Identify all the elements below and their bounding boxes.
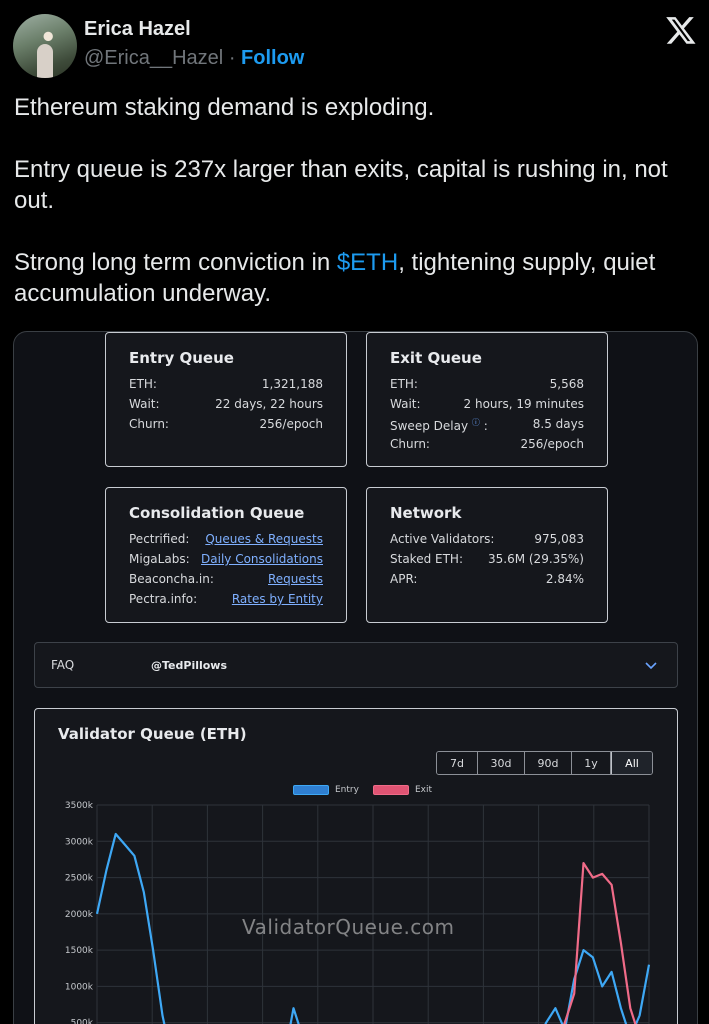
tweet-paragraph: Ethereum staking demand is exploding. [14,94,435,121]
y-tick-label: 500k [71,1019,94,1024]
consolidation-queue-card: Consolidation Queue Pectrified: Queues & … [105,487,347,623]
card-title: Exit Queue [390,349,482,367]
range-1y-button[interactable]: 1y [572,752,611,774]
series-line-entry [95,832,651,1024]
author-handle[interactable]: @Erica__Hazel [84,47,224,69]
credit-watermark: @TedPillows [151,659,228,672]
card-title: Consolidation Queue [129,504,305,522]
legend-swatch-exit[interactable] [372,785,409,795]
chart-plot-area: 3500k 3000k 2500k 2000k 1500k 1000k 500k [65,801,651,1024]
range-30d-button[interactable]: 30d [478,752,525,774]
queues-requests-link[interactable]: Queues & Requests [205,532,323,546]
validator-queue-chart: Validator Queue (ETH) 7d 30d 90d 1y All … [34,708,678,1024]
follow-button[interactable]: Follow [241,47,305,69]
rates-by-entity-link[interactable]: Rates by Entity [231,592,323,606]
chevron-down-icon[interactable] [643,657,659,673]
eth-cashtag-link[interactable]: $ETH [336,249,399,276]
y-tick-label: 2000k [65,910,94,920]
separator: · [228,47,236,69]
avatar[interactable] [13,14,77,78]
legend-swatch-entry[interactable] [293,785,329,795]
daily-consolidations-link[interactable]: Daily Consolidations [201,552,323,566]
range-7d-button[interactable]: 7d [437,752,478,774]
y-tick-label: 1000k [65,982,94,992]
tweet-paragraph: Entry queue is 237x larger than exits, c… [14,156,668,214]
chart-legend: Entry Exit [293,785,432,795]
legend-label-entry: Entry [335,785,359,795]
x-logo-icon[interactable] [664,14,698,46]
chart-watermark: ValidatorQueue.com [242,915,455,939]
y-tick-label: 2500k [65,874,94,884]
info-icon[interactable]: ⓘ [471,418,480,427]
range-90d-button[interactable]: 90d [525,752,572,774]
chart-title: Validator Queue (ETH) [58,725,247,743]
y-tick-label: 1500k [65,946,94,956]
exit-queue-card: Exit Queue ETH: 5,568 Wait: 2 hours, 19 mi… [366,332,608,467]
network-card: Network Active Validators: 975,083 Staked… [366,487,608,623]
legend-label-exit: Exit [414,785,432,795]
faq-label: FAQ [51,658,75,672]
range-all-button[interactable]: All [611,752,652,774]
tweet-media-image[interactable]: Entry Queue ETH: 1,321,188 Wait: 22 days, … [13,331,698,1024]
tweet-paragraph: Strong long term conviction in $ETH, tig… [14,249,656,307]
tweet-text: Ethereum staking demand is exploding. En… [14,92,696,309]
y-tick-label: 3500k [65,801,94,811]
range-selector: 7d 30d 90d 1y All [436,751,653,775]
card-title: Network [390,504,462,522]
author-name[interactable]: Erica Hazel [84,18,191,40]
card-title: Entry Queue [129,349,234,367]
faq-accordion[interactable]: FAQ @TedPillows [34,642,678,688]
requests-link[interactable]: Requests [268,572,323,586]
entry-queue-card: Entry Queue ETH: 1,321,188 Wait: 22 days, … [105,332,347,467]
y-tick-label: 3000k [65,837,94,847]
author-handle-row: @Erica__Hazel · Follow [84,47,304,70]
